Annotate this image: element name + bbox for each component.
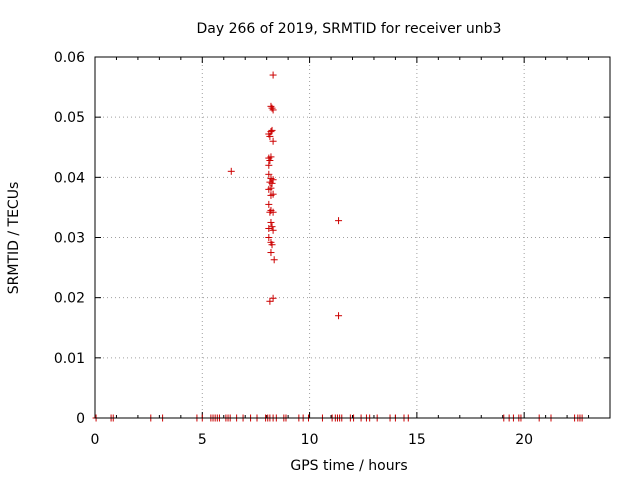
y-tick-label: 0.05 (54, 110, 85, 126)
data-point (269, 226, 277, 234)
data-point (265, 234, 273, 241)
data-point (268, 179, 276, 187)
data-point (268, 126, 276, 134)
data-point (265, 200, 273, 208)
y-tick-label: 0.06 (54, 50, 85, 66)
x-tick-label: 20 (515, 432, 533, 448)
data-point (267, 218, 275, 226)
data-point (267, 249, 275, 257)
y-axis-label: SRMTID / TECUs (6, 182, 22, 295)
data-point (335, 217, 343, 225)
x-tick-label: 10 (301, 432, 319, 448)
axis-ticks (94, 56, 610, 419)
data-point (267, 153, 275, 161)
data-point (265, 185, 273, 193)
y-tick-label: 0.01 (54, 351, 85, 367)
data-point (268, 104, 276, 112)
x-axis-label: GPS time / hours (290, 458, 407, 474)
plot-frame (94, 56, 611, 419)
grid-lines (95, 57, 610, 418)
chart-title: Day 266 of 2019, SRMTID for receiver unb… (197, 21, 502, 37)
data-points (92, 71, 586, 422)
data-point (269, 137, 277, 145)
data-point (270, 256, 278, 264)
y-tick-label: 0.03 (54, 231, 85, 247)
data-point (266, 156, 274, 164)
data-point (266, 132, 274, 140)
data-point (265, 170, 273, 178)
data-point (267, 102, 275, 110)
y-tick-label: 0.02 (54, 291, 85, 307)
data-point (227, 167, 235, 175)
data-point (269, 106, 277, 114)
data-point (268, 223, 276, 231)
x-tick-label: 5 (198, 432, 207, 448)
data-point (269, 190, 277, 198)
data-point (265, 161, 273, 169)
data-point (335, 312, 343, 320)
x-tick-label: 15 (408, 432, 426, 448)
data-point (269, 208, 277, 216)
data-point (268, 241, 276, 249)
tick-labels: 0 5 10 15 20 0 0.01 0.02 0.03 0.04 0.05 0.06 (54, 50, 533, 448)
y-tick-label: 0.04 (54, 170, 85, 186)
data-point (265, 224, 273, 232)
data-point (269, 294, 277, 302)
data-point (266, 297, 274, 305)
data-point (269, 71, 277, 79)
data-point (267, 128, 275, 136)
y-tick-label: 0 (76, 411, 85, 427)
x-tick-label: 0 (91, 432, 100, 448)
